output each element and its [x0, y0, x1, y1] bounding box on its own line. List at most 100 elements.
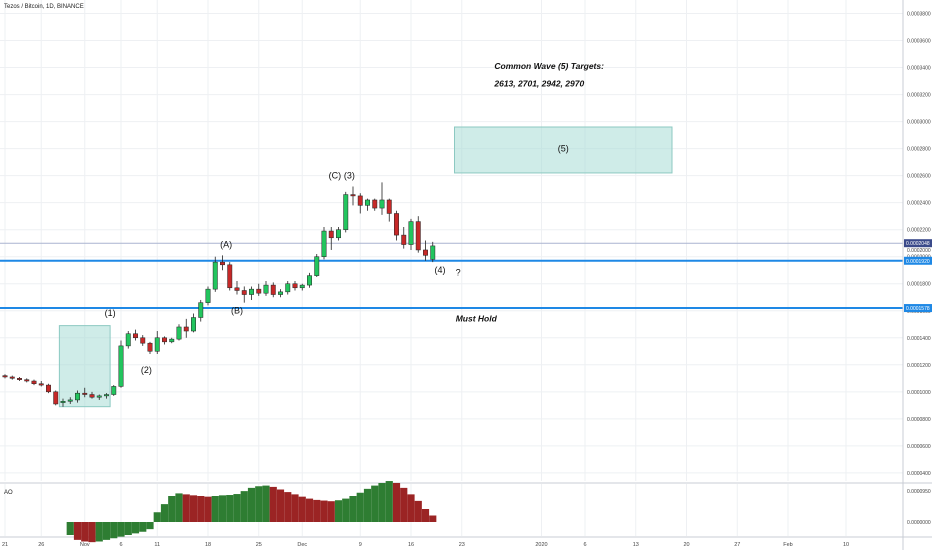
candle-body [191, 317, 196, 332]
candle-body [9, 376, 15, 379]
ao-bar [160, 504, 169, 522]
candle-body [183, 326, 189, 332]
ao-bar [414, 500, 422, 522]
ao-bar [363, 488, 372, 522]
ao-bar [124, 522, 132, 535]
wave-label: (1) [105, 308, 116, 318]
candle-body [394, 213, 399, 236]
ao-bar [334, 500, 343, 522]
candle-body [415, 221, 421, 251]
candle-body [2, 375, 8, 378]
ao-bar [400, 487, 408, 522]
candle-body [38, 383, 44, 386]
ao-bar [392, 483, 401, 522]
wave-label: (5) [558, 143, 569, 153]
candle-body [104, 394, 109, 397]
ao-bar [218, 495, 227, 522]
ao-bar [88, 522, 96, 543]
candle-body [111, 386, 117, 395]
level-tag [904, 304, 932, 313]
ao-bar [182, 494, 190, 522]
candle-body [307, 275, 312, 286]
ao-bar [349, 496, 357, 522]
candle-body [212, 261, 218, 290]
y-tick-label: 0.0002400 [907, 201, 931, 207]
candle-body [365, 199, 370, 206]
x-tick-label: 9 [359, 542, 362, 548]
candle-body [125, 333, 131, 347]
candle-body [46, 384, 51, 393]
wave-label: 2613, 2701, 2942, 2970 [493, 78, 584, 88]
ao-bar [407, 494, 415, 522]
x-tick-label: 26 [38, 542, 44, 548]
candle-body [89, 394, 95, 398]
y-tick-label: 0.0003000 [907, 120, 931, 126]
ao-bar [298, 496, 306, 522]
level-tag [904, 239, 932, 248]
ao-bar [327, 501, 335, 522]
ao-bar [197, 496, 205, 522]
ao-bar [291, 494, 299, 522]
y-tick-label: 0.0000600 [907, 444, 931, 450]
y-tick-label: 0.0001000 [907, 390, 931, 396]
candle-body [292, 283, 298, 289]
ao-bar [81, 522, 89, 542]
ao-bar [226, 495, 234, 522]
wave-label: (2) [141, 365, 152, 375]
wave-label: (3) [344, 170, 355, 180]
ao-bar [378, 483, 386, 522]
candle-body [31, 380, 37, 384]
wave-label: (A) [220, 239, 232, 249]
candle-body [53, 391, 59, 405]
candle-body [234, 287, 240, 291]
candle-body [75, 392, 80, 401]
zone-rect [454, 126, 673, 174]
candle-body [140, 337, 146, 344]
candle-body [350, 194, 356, 197]
wave-label: (4) [435, 265, 446, 275]
candle-body [220, 261, 225, 266]
candle-body [162, 337, 167, 343]
ao-tick-label: 0.0000950 [907, 489, 931, 495]
x-tick-label: 10 [843, 542, 849, 548]
ao-bar [262, 485, 270, 522]
candle-body [67, 399, 73, 402]
ao-bar [168, 496, 176, 522]
y-tick-label: 0.0003400 [907, 66, 931, 72]
candle-body [176, 326, 182, 340]
x-tick-label: Nov [80, 542, 90, 548]
x-tick-label: 27 [734, 542, 740, 548]
wave-label: Must Hold [456, 314, 498, 324]
x-tick-label: 18 [205, 542, 211, 548]
wave-label: ? [456, 268, 461, 278]
y-tick-label: 0.0002600 [907, 174, 931, 180]
candle-body [118, 345, 124, 387]
level-tag-label: 0.0001578 [906, 306, 930, 312]
y-tick-label: 0.0003200 [907, 93, 931, 99]
x-tick-label: 6 [119, 542, 122, 548]
candle-body [430, 245, 436, 260]
ao-bar [255, 486, 263, 522]
ao-bar [110, 522, 118, 539]
x-tick-label: 13 [633, 542, 639, 548]
y-tick-label: 0.0001800 [907, 282, 931, 288]
x-tick-label: 25 [256, 542, 262, 548]
y-tick-label: 0.0002200 [907, 228, 931, 234]
candle-body [321, 230, 327, 257]
candle-body [154, 337, 160, 352]
ao-bar [421, 509, 430, 522]
candle-body [169, 338, 175, 343]
candle-body [256, 288, 262, 294]
candle-body [133, 333, 138, 339]
y-tick-label: 0.0000400 [907, 471, 931, 477]
candle-body [423, 249, 428, 256]
x-tick-label: 21 [2, 542, 8, 548]
candle-body [386, 199, 392, 214]
x-tick-label: 2020 [535, 542, 547, 548]
ao-bar [284, 492, 292, 522]
candle-body [278, 291, 283, 295]
ao-bar [356, 492, 364, 522]
wave-label: (C) [329, 170, 342, 180]
